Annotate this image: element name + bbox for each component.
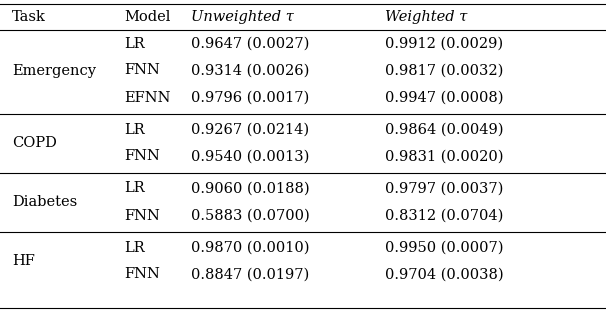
Text: 0.9870 (0.0010): 0.9870 (0.0010) [191,241,310,255]
Text: 0.5883 (0.0700): 0.5883 (0.0700) [191,208,310,222]
Text: Task: Task [12,10,46,24]
Text: COPD: COPD [12,136,57,150]
Text: FNN: FNN [124,149,160,163]
Text: 0.9950 (0.0007): 0.9950 (0.0007) [385,241,504,255]
Text: 0.9704 (0.0038): 0.9704 (0.0038) [385,267,504,281]
Text: Model: Model [124,10,171,24]
Text: LR: LR [124,123,145,137]
Text: Emergency: Emergency [12,64,96,77]
Text: LR: LR [124,241,145,255]
Text: FNN: FNN [124,267,160,281]
Text: 0.9912 (0.0029): 0.9912 (0.0029) [385,37,503,51]
Text: 0.9864 (0.0049): 0.9864 (0.0049) [385,123,504,137]
Text: HF: HF [12,254,35,268]
Text: 0.9947 (0.0008): 0.9947 (0.0008) [385,90,504,105]
Text: 0.9797 (0.0037): 0.9797 (0.0037) [385,182,503,196]
Text: 0.8312 (0.0704): 0.8312 (0.0704) [385,208,503,222]
Text: 0.9817 (0.0032): 0.9817 (0.0032) [385,64,503,77]
Text: 0.9647 (0.0027): 0.9647 (0.0027) [191,37,309,51]
Text: 0.9267 (0.0214): 0.9267 (0.0214) [191,123,309,137]
Text: 0.9540 (0.0013): 0.9540 (0.0013) [191,149,309,163]
Text: FNN: FNN [124,64,160,77]
Text: 0.9831 (0.0020): 0.9831 (0.0020) [385,149,504,163]
Text: 0.9796 (0.0017): 0.9796 (0.0017) [191,90,309,105]
Text: Weighted τ: Weighted τ [385,10,467,24]
Text: Diabetes: Diabetes [12,195,78,209]
Text: 0.8847 (0.0197): 0.8847 (0.0197) [191,267,309,281]
Text: LR: LR [124,182,145,196]
Text: Unweighted τ: Unweighted τ [191,10,294,24]
Text: FNN: FNN [124,208,160,222]
Text: 0.9060 (0.0188): 0.9060 (0.0188) [191,182,310,196]
Text: LR: LR [124,37,145,51]
Text: 0.9314 (0.0026): 0.9314 (0.0026) [191,64,309,77]
Text: EFNN: EFNN [124,90,171,105]
